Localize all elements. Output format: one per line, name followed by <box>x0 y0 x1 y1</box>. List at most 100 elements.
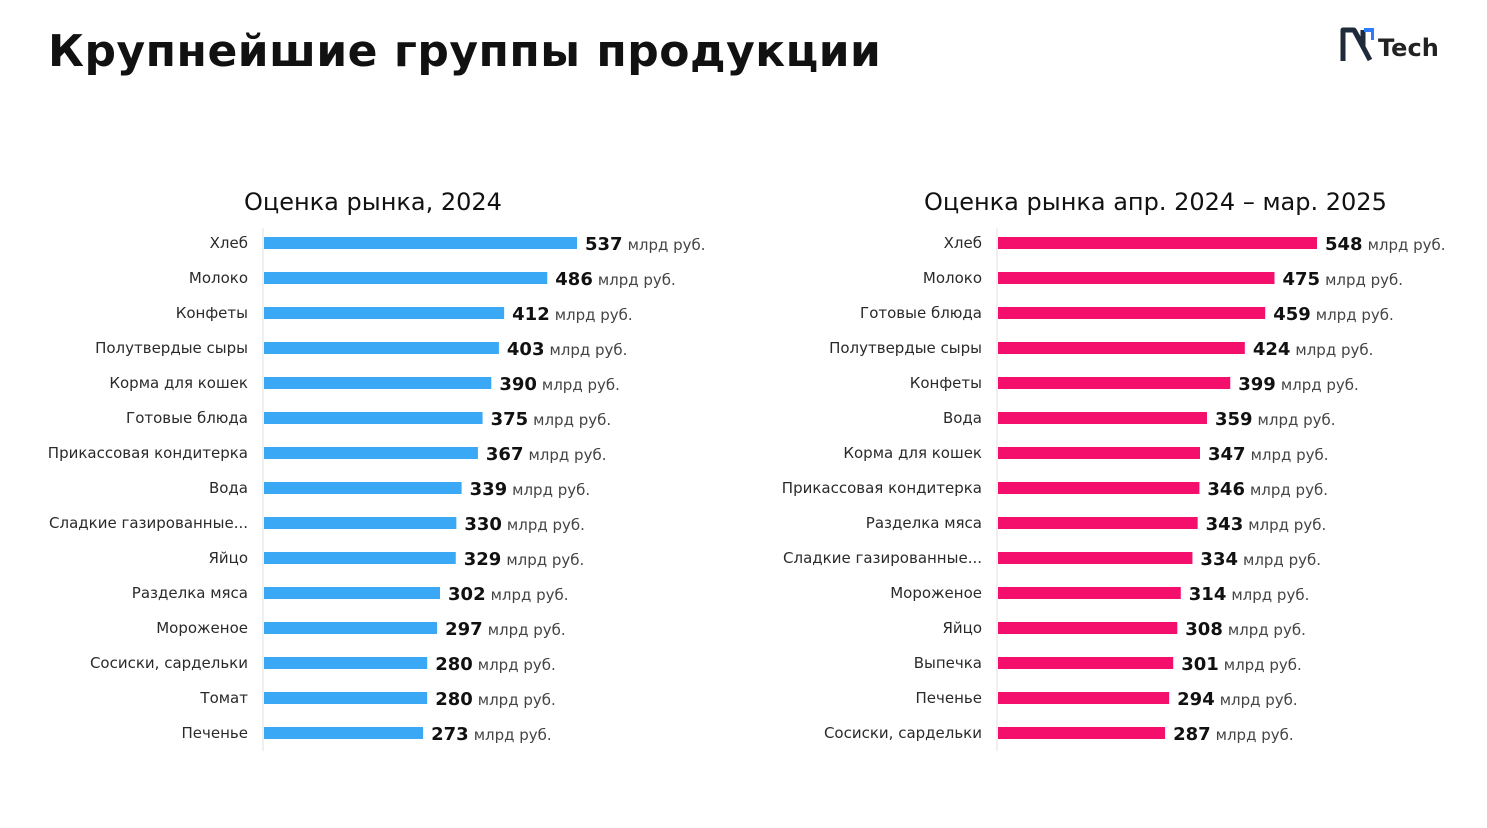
bar <box>998 307 1266 319</box>
logo-n-icon <box>1340 27 1375 62</box>
data-label-unit: млрд руб. <box>1295 341 1373 359</box>
data-label-unit: млрд руб. <box>512 481 590 499</box>
data-label-value: 412 <box>512 304 550 325</box>
bar <box>998 342 1245 354</box>
bar <box>998 447 1200 459</box>
data-label-unit: млрд руб. <box>1224 656 1302 674</box>
data-label: 475 млрд руб. <box>1283 269 1404 290</box>
data-label-unit: млрд руб. <box>1368 236 1446 254</box>
data-label-unit: млрд руб. <box>1250 481 1328 499</box>
bar <box>998 657 1174 669</box>
data-label-value: 459 <box>1273 304 1311 325</box>
data-label-value: 403 <box>507 339 545 360</box>
data-label-value: 314 <box>1189 584 1227 605</box>
data-label-unit: млрд руб. <box>598 271 676 289</box>
category-label: Мороженое <box>156 619 248 637</box>
bar <box>264 727 424 739</box>
data-label-value: 329 <box>464 549 502 570</box>
category-label: Готовые блюда <box>126 409 248 427</box>
data-label: 346 млрд руб. <box>1207 479 1328 500</box>
data-label-value: 302 <box>448 584 486 605</box>
category-label: Конфеты <box>910 374 982 392</box>
data-label-unit: млрд руб. <box>506 551 584 569</box>
bar <box>998 552 1193 564</box>
bar <box>998 272 1275 284</box>
data-label: 294 млрд руб. <box>1177 689 1298 710</box>
data-label: 343 млрд руб. <box>1206 514 1327 535</box>
company-logo: Tech <box>1340 26 1450 66</box>
data-label-value: 390 <box>499 374 537 395</box>
category-label: Яйцо <box>942 619 982 637</box>
data-label: 330 млрд руб. <box>464 514 585 535</box>
bar <box>998 622 1178 634</box>
data-label-unit: млрд руб. <box>533 411 611 429</box>
data-label: 302 млрд руб. <box>448 584 569 605</box>
category-label: Прикассовая кондитерка <box>48 444 248 462</box>
data-label-value: 334 <box>1200 549 1238 570</box>
category-label: Сладкие газированные... <box>783 549 982 567</box>
data-label-value: 399 <box>1238 374 1276 395</box>
data-label-value: 301 <box>1181 654 1219 675</box>
category-label: Выпечка <box>914 654 982 672</box>
data-label-unit: млрд руб. <box>628 236 706 254</box>
category-label: Молоко <box>189 269 248 287</box>
category-label: Печенье <box>916 689 982 707</box>
data-label-unit: млрд руб. <box>1216 726 1294 744</box>
data-label-value: 273 <box>431 724 469 745</box>
data-label-value: 346 <box>1207 479 1245 500</box>
category-label: Разделка мяса <box>866 514 982 532</box>
category-label: Полутвердые сыры <box>95 339 248 357</box>
page-title: Крупнейшие группы продукции <box>48 26 882 77</box>
data-label: 347 млрд руб. <box>1208 444 1329 465</box>
category-label: Яйцо <box>208 549 248 567</box>
bar <box>264 342 499 354</box>
category-label: Готовые блюда <box>860 304 982 322</box>
bar <box>264 412 483 424</box>
category-label: Томат <box>199 689 248 707</box>
category-label: Корма для кошек <box>109 374 248 392</box>
data-label-value: 339 <box>470 479 508 500</box>
data-label-value: 347 <box>1208 444 1246 465</box>
category-label: Разделка мяса <box>132 584 248 602</box>
data-label-value: 367 <box>486 444 524 465</box>
data-label: 280 млрд руб. <box>435 689 556 710</box>
data-label: 297 млрд руб. <box>445 619 566 640</box>
logo-text: Tech <box>1378 34 1439 62</box>
bar <box>998 377 1231 389</box>
chart-title: Оценка рынка апр. 2024 – мар. 2025 <box>924 188 1387 216</box>
data-label-unit: млрд руб. <box>507 516 585 534</box>
data-label: 486 млрд руб. <box>555 269 676 290</box>
data-label-value: 424 <box>1253 339 1291 360</box>
bar <box>264 657 428 669</box>
data-label-value: 537 <box>585 234 623 255</box>
data-label-unit: млрд руб. <box>1220 691 1298 709</box>
data-label: 424 млрд руб. <box>1253 339 1374 360</box>
bar <box>998 482 1200 494</box>
data-label: 367 млрд руб. <box>486 444 607 465</box>
data-label-unit: млрд руб. <box>478 691 556 709</box>
data-label-value: 548 <box>1325 234 1363 255</box>
category-label: Молоко <box>923 269 982 287</box>
bar <box>264 307 505 319</box>
data-label: 329 млрд руб. <box>464 549 585 570</box>
data-label-unit: млрд руб. <box>1325 271 1403 289</box>
data-label: 412 млрд руб. <box>512 304 633 325</box>
data-label-value: 375 <box>491 409 529 430</box>
data-label-value: 294 <box>1177 689 1215 710</box>
bar-chart-apr2024-mar2025: Хлеб 548 млрд руб.Молоко 475 млрд руб.Готовы… <box>782 228 1446 751</box>
data-label: 399 млрд руб. <box>1238 374 1359 395</box>
bar <box>264 237 577 249</box>
bar <box>264 587 441 599</box>
data-label-value: 297 <box>445 619 483 640</box>
bar <box>264 482 462 494</box>
data-label-value: 308 <box>1185 619 1223 640</box>
data-label: 390 млрд руб. <box>499 374 620 395</box>
category-label: Прикассовая кондитерка <box>782 479 982 497</box>
bar <box>264 622 438 634</box>
data-label: 314 млрд руб. <box>1189 584 1310 605</box>
bar <box>264 552 456 564</box>
data-label: 403 млрд руб. <box>507 339 628 360</box>
data-label: 287 млрд руб. <box>1173 724 1294 745</box>
data-label: 280 млрд руб. <box>435 654 556 675</box>
bar <box>998 727 1166 739</box>
